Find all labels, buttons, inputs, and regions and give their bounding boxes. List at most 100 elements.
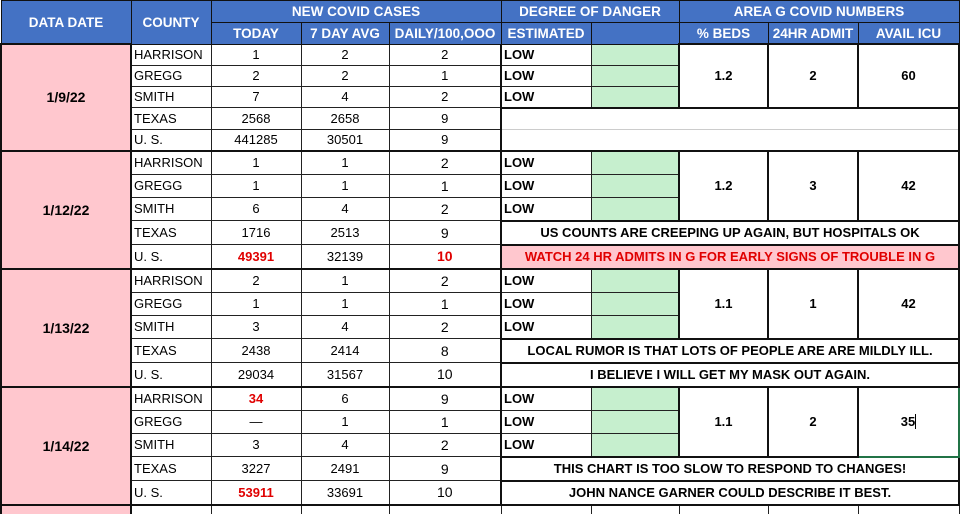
beds-cell[interactable]: 1.1 — [678, 267, 769, 340]
county-cell[interactable]: TEXAS — [130, 338, 212, 363]
seven-day-avg-cell[interactable]: 1 — [300, 409, 390, 434]
seven-day-avg-cell[interactable]: 6 — [300, 386, 390, 411]
header-daily-per-100k[interactable]: DAILY/100,OOO — [388, 22, 502, 45]
county-cell[interactable]: HARRISON — [130, 43, 212, 66]
empty-cell[interactable] — [210, 504, 302, 514]
daily-per-100k-cell[interactable]: 9 — [388, 220, 502, 245]
note-cell[interactable]: WATCH 24 HR ADMITS IN G FOR EARLY SIGNS … — [500, 243, 960, 270]
danger-color-cell[interactable] — [590, 150, 680, 175]
icu-value[interactable]: 35 — [900, 414, 917, 429]
danger-color-cell[interactable] — [590, 386, 680, 411]
seven-day-avg-cell[interactable]: 1 — [300, 150, 390, 175]
today-cell[interactable]: 2 — [210, 64, 302, 87]
today-cell[interactable]: 53911 — [210, 480, 302, 505]
county-cell[interactable]: HARRISON — [130, 268, 212, 293]
county-cell[interactable]: TEXAS — [130, 107, 212, 130]
note-cell[interactable] — [500, 128, 960, 152]
header-beds[interactable]: % BEDS — [678, 22, 769, 45]
county-cell[interactable]: U. S. — [130, 480, 212, 505]
danger-estimate-cell[interactable]: LOW — [500, 314, 592, 339]
danger-estimate-cell[interactable]: LOW — [500, 43, 592, 66]
header-estimated[interactable]: ESTIMATED — [500, 22, 592, 45]
county-cell[interactable]: TEXAS — [130, 220, 212, 245]
header-avail-icu[interactable]: AVAIL ICU — [857, 22, 960, 45]
today-cell[interactable]: 6 — [210, 196, 302, 221]
daily-per-100k-cell[interactable]: 2 — [388, 432, 502, 457]
daily-per-100k-cell[interactable]: 1 — [388, 409, 502, 434]
icu-cell[interactable]: 42 — [857, 149, 960, 222]
note-cell[interactable]: LOCAL RUMOR IS THAT LOTS OF PEOPLE ARE A… — [500, 337, 960, 364]
danger-color-cell[interactable] — [590, 173, 680, 198]
data-date-cell[interactable]: 1/9/22 — [0, 43, 132, 152]
daily-per-100k-cell[interactable]: 2 — [388, 43, 502, 66]
seven-day-avg-cell[interactable]: 1 — [300, 268, 390, 293]
note-cell[interactable]: JOHN NANCE GARNER COULD DESCRIBE IT BEST… — [500, 479, 960, 506]
today-cell[interactable]: 29034 — [210, 362, 302, 387]
empty-cell[interactable] — [767, 504, 859, 514]
empty-cell[interactable] — [300, 504, 390, 514]
today-cell[interactable]: 1 — [210, 173, 302, 198]
today-cell[interactable]: 3227 — [210, 456, 302, 481]
danger-estimate-cell[interactable]: LOW — [500, 268, 592, 293]
daily-per-100k-cell[interactable]: 9 — [388, 386, 502, 411]
county-cell[interactable]: SMITH — [130, 196, 212, 221]
header-degree-of-danger[interactable]: DEGREE OF DANGER — [500, 0, 680, 23]
daily-per-100k-cell[interactable]: 9 — [388, 456, 502, 481]
today-cell[interactable]: 7 — [210, 85, 302, 108]
beds-cell[interactable]: 1.1 — [678, 385, 769, 458]
daily-per-100k-cell[interactable]: 2 — [388, 268, 502, 293]
seven-day-avg-cell[interactable]: 30501 — [300, 128, 390, 151]
note-cell[interactable]: THIS CHART IS TOO SLOW TO RESPOND TO CHA… — [500, 455, 960, 482]
daily-per-100k-cell[interactable]: 8 — [388, 338, 502, 363]
county-cell[interactable]: GREGG — [130, 409, 212, 434]
danger-estimate-cell[interactable]: LOW — [500, 432, 592, 457]
today-cell[interactable]: 2568 — [210, 107, 302, 130]
admit-cell[interactable]: 3 — [767, 149, 859, 222]
county-cell[interactable]: GREGG — [130, 291, 212, 316]
danger-color-cell[interactable] — [590, 432, 680, 457]
today-cell[interactable]: 2 — [210, 268, 302, 293]
empty-cell[interactable] — [388, 504, 502, 514]
seven-day-avg-cell[interactable]: 2658 — [300, 107, 390, 130]
danger-estimate-cell[interactable]: LOW — [500, 64, 592, 87]
daily-per-100k-cell[interactable]: 10 — [388, 244, 502, 269]
header-data-date[interactable]: DATA DATE — [0, 0, 132, 45]
daily-per-100k-cell[interactable]: 10 — [388, 480, 502, 505]
today-cell[interactable]: 3 — [210, 314, 302, 339]
seven-day-avg-cell[interactable]: 2 — [300, 64, 390, 87]
county-cell[interactable]: SMITH — [130, 85, 212, 108]
note-cell[interactable]: I BELIEVE I WILL GET MY MASK OUT AGAIN. — [500, 361, 960, 388]
seven-day-avg-cell[interactable]: 2 — [300, 43, 390, 66]
seven-day-avg-cell[interactable]: 32139 — [300, 244, 390, 269]
admit-cell[interactable]: 1 — [767, 267, 859, 340]
data-date-cell[interactable]: 1/12/22 — [0, 149, 132, 270]
county-cell[interactable]: U. S. — [130, 244, 212, 269]
header-blank[interactable] — [590, 22, 680, 45]
empty-cell[interactable] — [0, 503, 132, 514]
seven-day-avg-cell[interactable]: 2513 — [300, 220, 390, 245]
daily-per-100k-cell[interactable]: 9 — [388, 128, 502, 151]
seven-day-avg-cell[interactable]: 33691 — [300, 480, 390, 505]
icu-cell[interactable]: 42 — [857, 267, 960, 340]
county-cell[interactable]: GREGG — [130, 64, 212, 87]
today-cell[interactable]: 2438 — [210, 338, 302, 363]
county-cell[interactable]: U. S. — [130, 128, 212, 151]
county-cell[interactable]: HARRISON — [130, 150, 212, 175]
danger-color-cell[interactable] — [590, 196, 680, 221]
county-cell[interactable]: GREGG — [130, 173, 212, 198]
danger-estimate-cell[interactable]: LOW — [500, 85, 592, 108]
empty-cell[interactable] — [500, 504, 592, 514]
today-cell[interactable]: 1 — [210, 150, 302, 175]
today-cell[interactable]: 441285 — [210, 128, 302, 151]
danger-estimate-cell[interactable]: LOW — [500, 386, 592, 411]
danger-color-cell[interactable] — [590, 291, 680, 316]
seven-day-avg-cell[interactable]: 1 — [300, 173, 390, 198]
today-cell[interactable]: 3 — [210, 432, 302, 457]
header-new-covid-cases[interactable]: NEW COVID CASES — [210, 0, 502, 23]
daily-per-100k-cell[interactable]: 1 — [388, 64, 502, 87]
seven-day-avg-cell[interactable]: 4 — [300, 85, 390, 108]
note-cell[interactable]: US COUNTS ARE CREEPING UP AGAIN, BUT HOS… — [500, 219, 960, 246]
today-cell[interactable]: 1 — [210, 291, 302, 316]
icu-cell-selected[interactable]: 35 — [857, 385, 960, 458]
empty-cell[interactable] — [678, 504, 769, 514]
